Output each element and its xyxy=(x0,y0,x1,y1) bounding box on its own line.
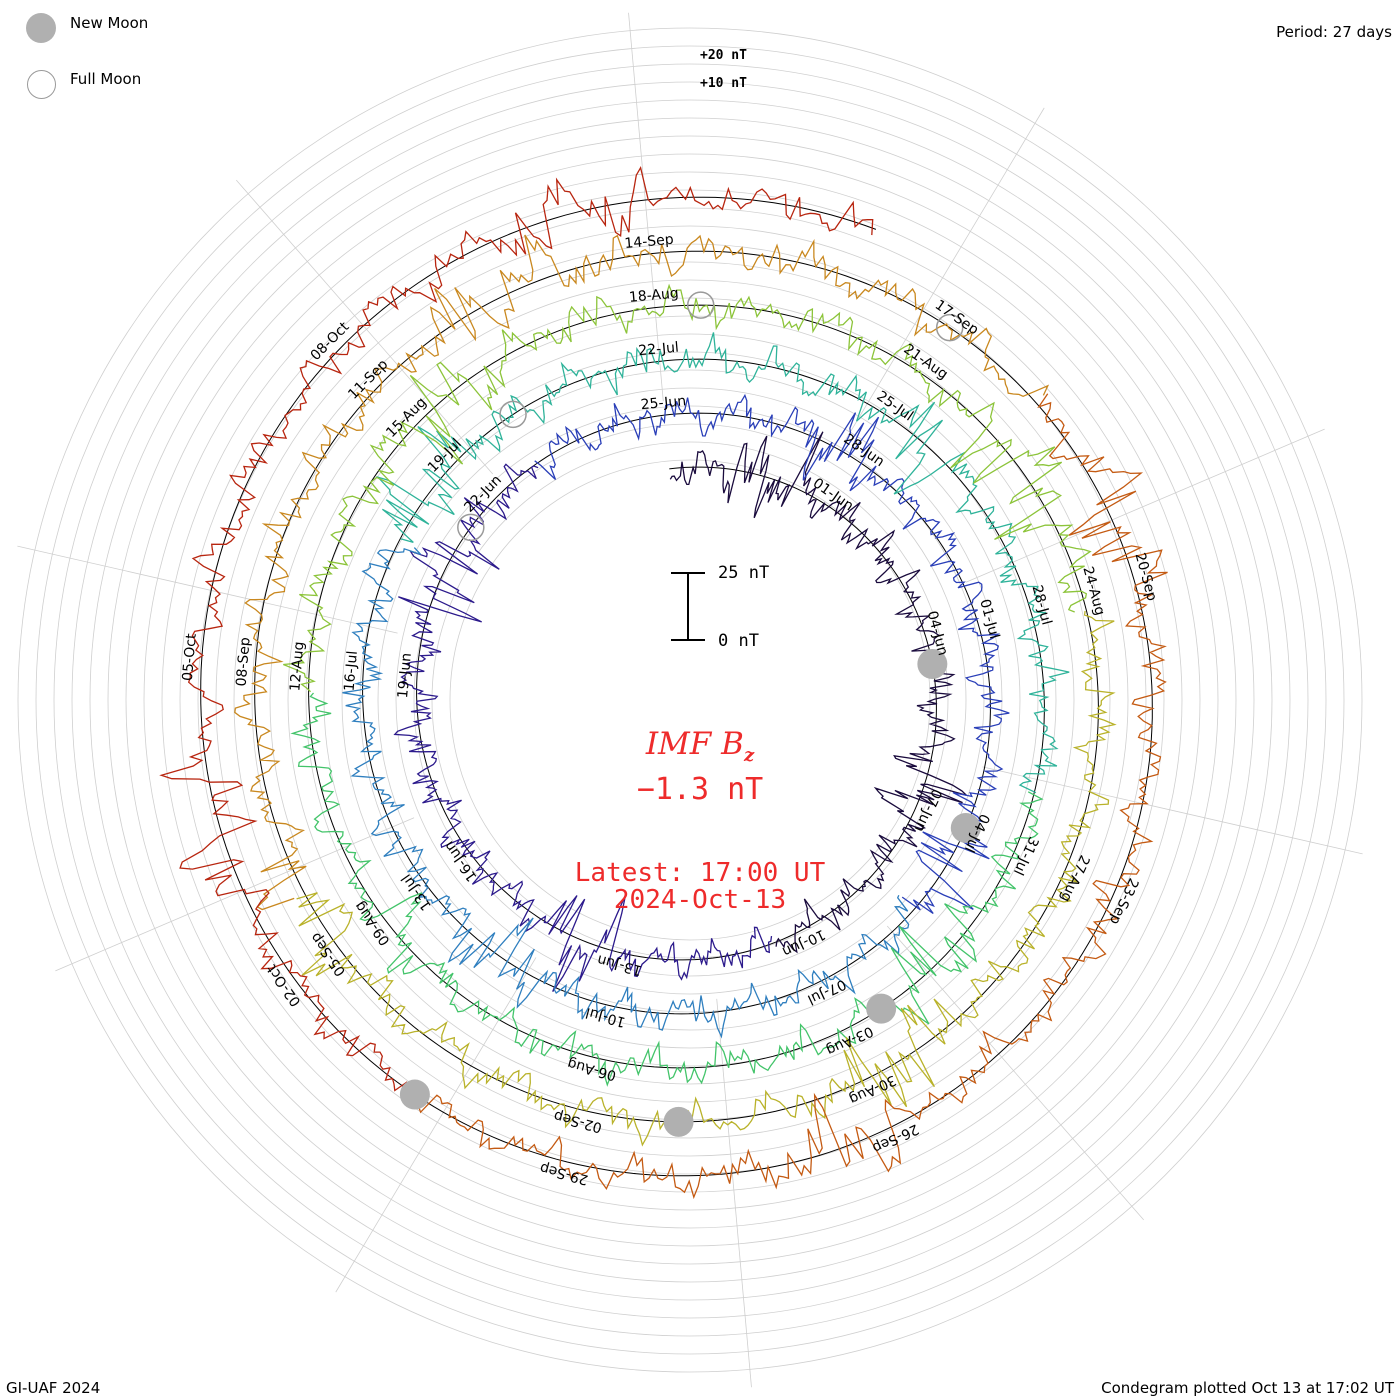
bz-traces xyxy=(159,165,1168,1200)
bz-trace-segment xyxy=(283,283,1092,693)
full-moon-marker xyxy=(499,400,527,429)
full-moon-legend-icon xyxy=(27,70,56,99)
grid-ring xyxy=(197,207,1183,1193)
bz-trace-segment xyxy=(410,393,1168,1200)
grid-ring xyxy=(305,315,1075,1085)
new-moon-legend-label: New Moon xyxy=(70,14,149,32)
new-moon-marker xyxy=(917,649,948,680)
date-label: 08-Sep xyxy=(234,637,254,688)
date-labels: 01-Jun04-Jun07-Jun10-Jun13-Jun16-Jun19-J… xyxy=(180,232,1160,1188)
latest-time: Latest: 17:00 UT xyxy=(574,858,826,888)
date-label: 24-Aug xyxy=(1079,565,1107,617)
reference-label-plus10: +10 nT xyxy=(700,76,747,91)
grid-ring xyxy=(71,81,1309,1319)
latest-date: 2024-Oct-13 xyxy=(613,885,787,915)
date-label: 02-Oct xyxy=(264,961,305,1009)
grid-spoke xyxy=(843,107,1045,443)
grid-ring xyxy=(17,27,1363,1373)
date-label: 22-Jun xyxy=(461,472,504,516)
bz-trace-segment xyxy=(159,165,874,1103)
grid-ring xyxy=(35,45,1345,1355)
grid-ring xyxy=(341,351,1039,1049)
grid-ring xyxy=(251,261,1129,1139)
bz-trace-segment xyxy=(234,234,1050,911)
full-moon-marker xyxy=(686,291,715,319)
grid-ring xyxy=(125,135,1255,1265)
new-moon-marker xyxy=(399,1079,430,1110)
grid-spoke xyxy=(236,179,494,475)
scale-bar xyxy=(671,572,705,641)
full-moon-legend-label: Full Moon xyxy=(70,70,142,88)
new-moon-marker xyxy=(663,1106,694,1137)
bz-trace-segment xyxy=(290,692,1044,1087)
grid-ring xyxy=(413,423,967,977)
grid-spoke xyxy=(716,998,752,1388)
date-label: 14-Sep xyxy=(624,232,675,252)
credit-label: GI-UAF 2024 xyxy=(6,1379,101,1397)
imf-title: IMF Bz xyxy=(645,726,755,767)
grid-ring xyxy=(53,63,1327,1337)
baseline-path xyxy=(200,196,1153,1177)
date-label: 25-Jun xyxy=(640,393,687,413)
grid-ring xyxy=(89,99,1291,1301)
baseline-spiral xyxy=(200,196,1153,1177)
grid-ring xyxy=(161,171,1219,1229)
date-label: 18-Aug xyxy=(628,285,679,305)
bz-trace-segment xyxy=(375,332,1070,794)
bz-trace-segment xyxy=(669,431,967,954)
bz-trace-segment xyxy=(296,610,1117,1147)
period-label: Period: 27 days xyxy=(1276,23,1392,41)
grid-ring xyxy=(215,225,1165,1175)
imf-value: −1.3 nT xyxy=(636,772,764,807)
date-label: 06-Aug xyxy=(566,1055,618,1083)
full-moon-marker xyxy=(935,313,964,342)
grid-spoke xyxy=(965,428,1325,583)
grid-spoke xyxy=(628,12,664,402)
date-label: 26-Sep xyxy=(870,1121,921,1156)
new-moon-legend-icon xyxy=(26,13,56,43)
scale-bottom-label: 0 nT xyxy=(718,631,759,651)
grid-rings xyxy=(17,27,1363,1373)
grid-spoke xyxy=(982,766,1363,855)
date-label: 22-Jul xyxy=(638,340,680,360)
grid-spoke xyxy=(886,925,1144,1221)
plotted-label: Condegram plotted Oct 13 at 17:02 UT xyxy=(1101,1379,1394,1397)
scale-top-label: 25 nT xyxy=(718,563,770,583)
grid-ring xyxy=(395,405,985,995)
date-label: 12-Aug xyxy=(287,641,307,692)
grid-spokes xyxy=(17,12,1363,1388)
bz-trace-segment xyxy=(393,463,773,992)
date-label: 29-Sep xyxy=(538,1159,590,1187)
date-label: 16-Jul xyxy=(342,650,361,692)
grid-spoke xyxy=(17,545,398,634)
grid-ring xyxy=(143,153,1237,1247)
date-label: 19-Jun xyxy=(395,652,415,699)
date-label: 01-Jul xyxy=(976,598,1002,641)
bz-trace-segment xyxy=(342,547,910,1039)
date-label: 10-Jun xyxy=(780,926,828,960)
grid-ring xyxy=(431,441,949,959)
bz-trace-segment xyxy=(534,393,1010,915)
grid-spoke xyxy=(335,957,537,1293)
date-label: 13-Jun xyxy=(596,951,644,978)
full-moon-marker xyxy=(457,513,485,542)
reference-label-plus20: +20 nT xyxy=(700,48,747,63)
date-label: 03-Aug xyxy=(824,1023,876,1059)
date-label: 01-Jun xyxy=(810,475,856,514)
grid-ring xyxy=(323,333,1057,1067)
grid-ring xyxy=(449,459,931,941)
date-label: 05-Oct xyxy=(180,632,200,681)
date-label: 02-Sep xyxy=(552,1107,604,1135)
new-moon-marker xyxy=(866,993,897,1024)
grid-spoke xyxy=(55,817,415,972)
moon-markers xyxy=(399,291,981,1137)
grid-ring xyxy=(377,387,1003,1013)
grid-ring xyxy=(107,117,1273,1283)
new-moon-marker xyxy=(950,812,981,843)
